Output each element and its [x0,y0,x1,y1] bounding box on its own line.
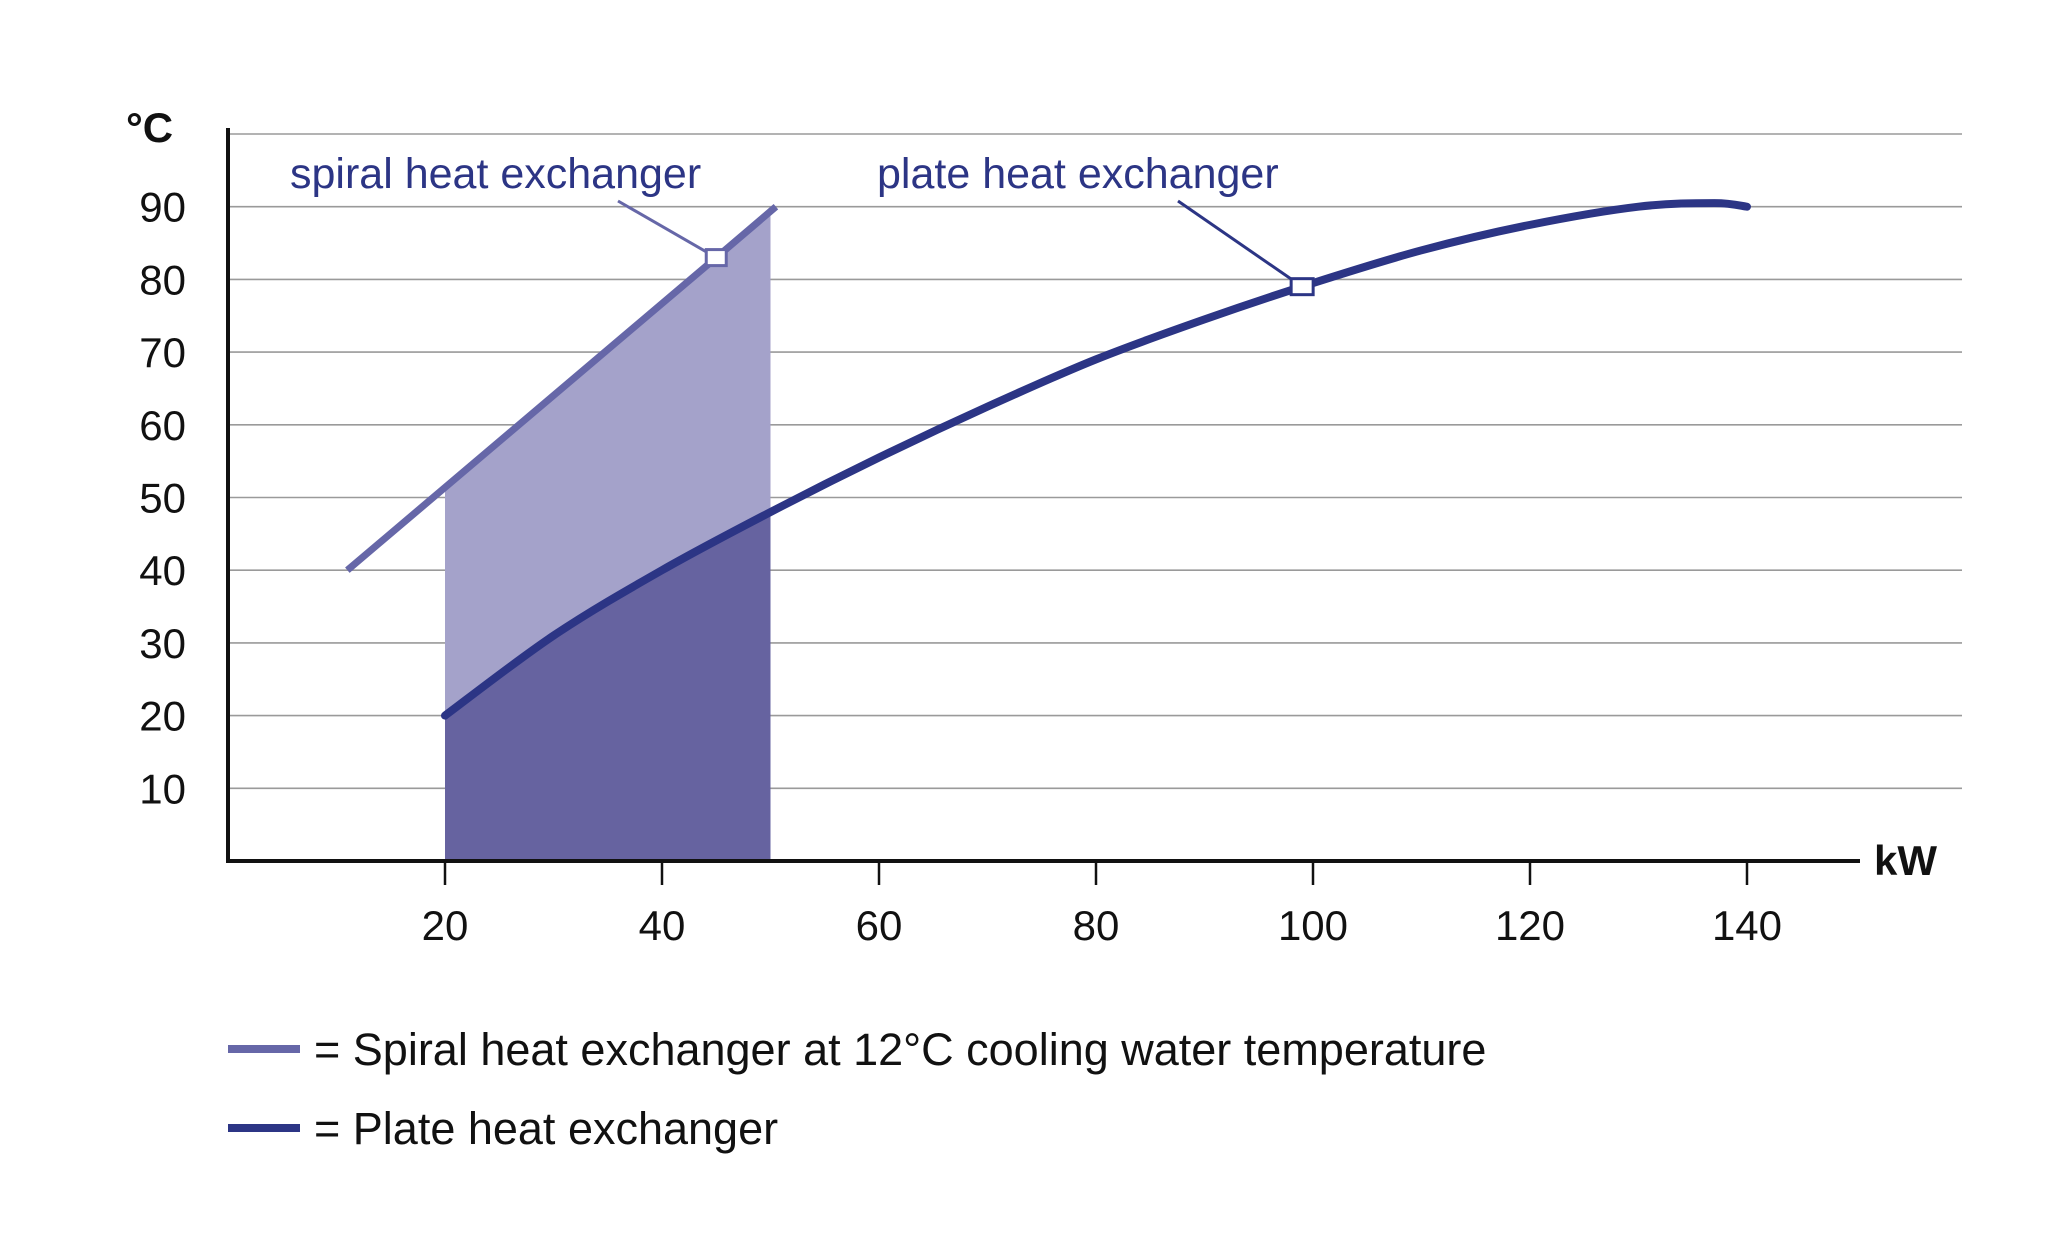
plate-callout-leader [1177,199,1304,288]
y-tick-label-80: 80 [139,256,186,303]
tick-labels: 20 40 60 80 100 120 140 10 20 30 40 50 60 70 80 90 [139,184,1782,949]
y-tick-label-20: 20 [139,693,186,740]
shaded-regions [445,206,771,861]
y-tick-label-40: 40 [139,547,186,594]
legend-label-spiral: = Spiral heat exchanger at 12°C cooling … [314,1024,1486,1075]
x-tick-label-40: 40 [639,902,686,949]
plate-callout-label: plate heat exchanger [877,150,1279,198]
y-tick-label-30: 30 [139,620,186,667]
x-axis-unit: kW [1874,837,1937,884]
y-tick-label-10: 10 [139,765,186,812]
spiral-callout-marker [704,248,728,268]
x-tick-label-140: 140 [1712,902,1782,949]
y-tick-label-60: 60 [139,402,186,449]
x-tick-label-60: 60 [856,902,903,949]
callouts: spiral heat exchanger plate heat exchang… [290,150,1315,297]
plate-series-line [441,199,1751,720]
plate-shaded-region [445,512,771,861]
x-tick-label-20: 20 [422,902,469,949]
legend: = Spiral heat exchanger at 12°C cooling … [228,1024,1486,1154]
spiral-callout-leader [617,199,717,259]
y-tick-label-70: 70 [139,329,186,376]
plate-callout-marker [1289,277,1315,297]
y-tick-label-50: 50 [139,475,186,522]
x-tick-label-100: 100 [1278,902,1348,949]
x-tick-label-120: 120 [1495,902,1565,949]
x-tick-label-80: 80 [1073,902,1120,949]
y-tick-label-90: 90 [139,184,186,231]
y-axis-unit: °C [126,104,173,151]
spiral-callout-label: spiral heat exchanger [290,150,701,198]
axes [226,128,1860,863]
legend-label-plate: = Plate heat exchanger [314,1103,778,1154]
